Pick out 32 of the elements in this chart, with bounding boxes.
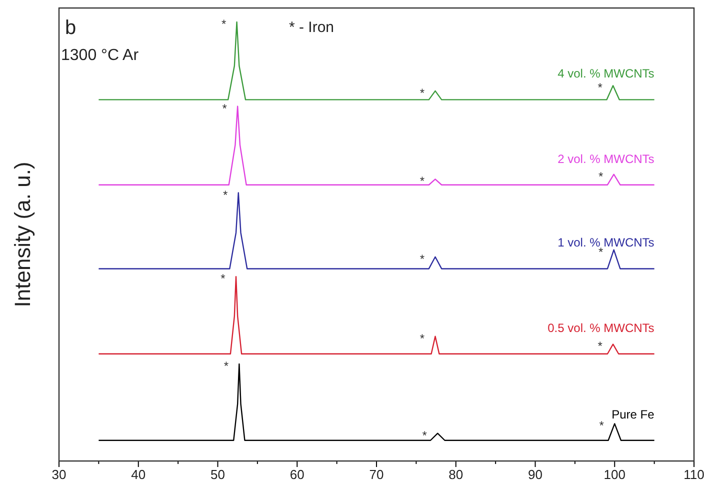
x-tick-label: 60 [290, 467, 304, 482]
x-tick-label: 30 [52, 467, 66, 482]
x-tick-label: 40 [131, 467, 146, 482]
annotation: b [65, 17, 76, 39]
annotation: * [420, 331, 425, 346]
annotation: * - Iron [289, 19, 334, 36]
series-label: 0.5 vol. % MWCNTs [548, 320, 654, 335]
annotation: * [422, 428, 428, 442]
annotation: 1300 °C Ar [61, 47, 140, 64]
annotation: * [420, 252, 425, 266]
annotation: * [224, 358, 229, 373]
annotation: * [598, 80, 603, 95]
x-tick-label: 50 [210, 467, 225, 482]
x-tick-label: 80 [448, 467, 464, 482]
annotation: * [420, 174, 425, 188]
annotation: * [598, 244, 604, 259]
series-label: 2 vol. % MWCNTs [558, 152, 654, 166]
x-tick-label: 90 [528, 467, 542, 482]
series-label: 4 vol. % MWCNTs [558, 66, 654, 81]
annotation: * [598, 339, 603, 354]
annotation: * [223, 188, 228, 202]
y-axis-title: Intensity (a. u.) [10, 162, 35, 308]
annotation: * [222, 101, 228, 116]
x-tick-label: 110 [684, 467, 704, 482]
series-label: Pure Fe [612, 407, 655, 422]
annotation: * [420, 86, 425, 100]
annotation: * [221, 17, 226, 31]
annotation: * [598, 169, 604, 184]
x-tick-label: 70 [369, 467, 384, 482]
annotation: * [220, 272, 226, 286]
x-tick-label: 100 [604, 467, 626, 482]
annotation: * [599, 418, 604, 433]
